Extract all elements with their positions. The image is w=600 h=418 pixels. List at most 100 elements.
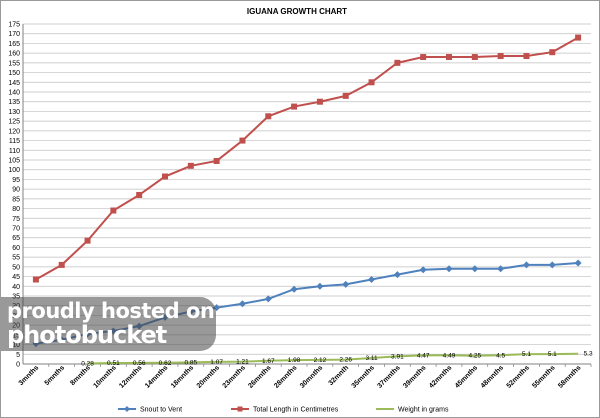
legend-label: Snout to Vent	[140, 407, 182, 414]
x-tick-label: 20mnths	[196, 364, 221, 389]
y-tick-label: 110	[9, 148, 20, 155]
x-tick-label: 5mnths	[44, 364, 67, 387]
y-tick-label: 130	[8, 109, 20, 116]
y-tick-label: 70	[12, 226, 20, 233]
y-tick-label: 175	[8, 22, 20, 29]
data-label: 1.67	[262, 358, 275, 365]
data-point	[549, 49, 556, 56]
watermark-line-2: photobucket	[7, 321, 167, 349]
data-point	[548, 261, 556, 269]
y-tick-label: 65	[12, 235, 20, 242]
y-tick-label: 95	[12, 177, 20, 184]
data-point	[58, 261, 65, 268]
y-tick-label: 170	[8, 31, 20, 38]
y-tick-label: 165	[8, 41, 20, 48]
photobucket-watermark: proudly hosted on photobucket	[1, 297, 216, 351]
y-tick-label: 75	[12, 216, 20, 223]
data-label: 3.11	[365, 355, 378, 362]
data-point	[368, 275, 376, 283]
data-point	[316, 282, 324, 290]
legend: Snout to Vent Total Length in Centimetres…	[118, 406, 449, 414]
data-point	[574, 259, 582, 267]
y-tick-label: 85	[12, 196, 20, 203]
data-label: 2.12	[314, 357, 327, 364]
data-point	[575, 34, 582, 41]
data-point	[497, 265, 505, 273]
y-tick-label: 50	[12, 264, 20, 271]
y-tick-label: 115	[9, 138, 20, 145]
data-label: 0.62	[159, 360, 172, 367]
y-tick-label: 80	[12, 206, 20, 213]
data-point	[264, 295, 272, 303]
x-tick-label: 32mnth	[328, 364, 351, 387]
y-tick-label: 145	[8, 80, 20, 87]
data-point	[136, 191, 143, 198]
x-tick-label: 26mnths	[247, 364, 272, 389]
y-tick-label: 40	[12, 284, 20, 291]
x-tick-label: 58mnths	[557, 364, 582, 389]
legend-label: Weight in grams	[398, 407, 449, 414]
x-tick-label: 37mnths	[376, 364, 401, 389]
data-point	[522, 261, 530, 269]
y-tick-label: 135	[8, 99, 20, 106]
data-point	[342, 280, 350, 288]
y-tick-label: 120	[8, 128, 20, 135]
x-tick-label: 12mnths	[118, 364, 143, 389]
data-point	[265, 113, 272, 120]
watermark-line-1: proudly hosted on	[7, 299, 215, 323]
data-label: 4.5	[496, 352, 505, 359]
data-label: 4.25	[468, 353, 481, 360]
y-tick-label: 100	[8, 167, 20, 174]
data-point	[239, 137, 246, 144]
data-point	[84, 237, 91, 244]
data-point	[420, 54, 427, 61]
data-point	[394, 59, 401, 66]
x-tick-label: 18mnths	[170, 364, 195, 389]
y-tick-label: 45	[12, 274, 20, 281]
y-tick-label: 105	[8, 158, 20, 165]
data-point	[471, 265, 479, 273]
x-tick-label: 28mnths	[273, 364, 298, 389]
data-label: 2.26	[339, 357, 352, 364]
data-point	[393, 271, 401, 279]
x-tick-label: 3mnths	[18, 364, 41, 387]
data-point	[419, 266, 427, 274]
y-tick-label: 160	[8, 51, 20, 58]
y-tick-label: 60	[12, 245, 20, 252]
x-tick-label: 35mnths	[351, 364, 376, 389]
series-line	[35, 36, 579, 281]
data-label: 5.1	[548, 351, 557, 358]
x-tick-label: 45mnths	[454, 364, 479, 389]
data-point	[446, 54, 452, 61]
legend-marker	[124, 406, 130, 412]
data-point	[368, 79, 375, 86]
y-tick-label: 55	[12, 255, 20, 262]
legend-label: Total Length in Centimetres	[253, 407, 339, 414]
x-tick-label: 55mnths	[531, 364, 556, 389]
data-point	[162, 173, 168, 180]
data-point	[316, 98, 323, 105]
data-point	[342, 92, 349, 99]
x-tick-label: 52mnths	[506, 364, 531, 389]
x-tick-label: 14mnths	[144, 364, 169, 389]
data-point	[238, 300, 246, 308]
y-tick-label: 125	[8, 119, 20, 126]
data-label: 5.1	[522, 351, 531, 358]
legend-marker	[237, 406, 243, 412]
x-tick-label: 39mnths	[402, 364, 427, 389]
data-label: 1.21	[236, 359, 249, 366]
data-label: 0.56	[133, 360, 146, 367]
data-label: 4.49	[443, 352, 456, 359]
data-label: 1.98	[288, 357, 301, 364]
data-label: 0.51	[107, 360, 120, 367]
data-label: 0.28	[81, 360, 94, 367]
data-point	[471, 54, 478, 61]
data-point	[497, 53, 504, 60]
series-line	[87, 352, 579, 365]
x-tick-label: 10mnths	[92, 364, 117, 389]
data-point	[32, 276, 39, 283]
data-label: 5.3	[584, 351, 593, 358]
x-tick-label: 30mnths	[299, 364, 324, 389]
